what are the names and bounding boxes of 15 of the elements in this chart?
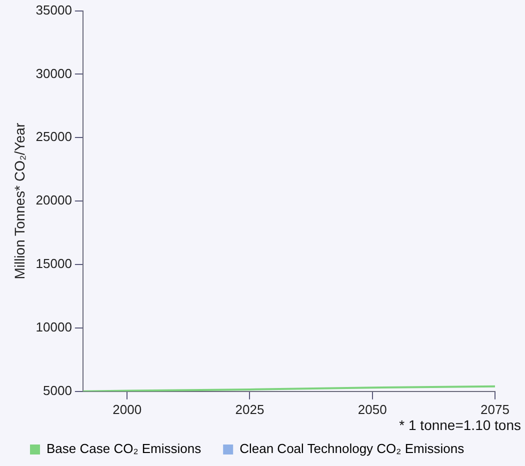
y-tick-label: 10000	[36, 320, 72, 335]
x-tick-label: 2050	[358, 402, 387, 417]
text: * 1 tonne=1.10 tons	[399, 417, 521, 433]
y-tick-label: 25000	[36, 129, 72, 144]
y-tick-label: 30000	[36, 66, 72, 81]
y-tick-label: 20000	[36, 192, 72, 208]
x-tick-label: 2000	[112, 402, 142, 417]
y-tick-label: 35000	[36, 2, 72, 18]
y-tick-label: 15000	[36, 256, 72, 272]
x-tick-label: 2025	[235, 402, 264, 417]
legend-label: Base Case CO₂ Emissions	[46, 441, 202, 456]
y-axis-title: Million Tonnes* CO₂/Year	[11, 122, 28, 280]
x-tick-label: 2075	[480, 402, 510, 417]
legend-label: Clean Coal Technology CO₂ Emissions	[240, 441, 465, 456]
y-tick-label: 5000	[43, 382, 72, 398]
